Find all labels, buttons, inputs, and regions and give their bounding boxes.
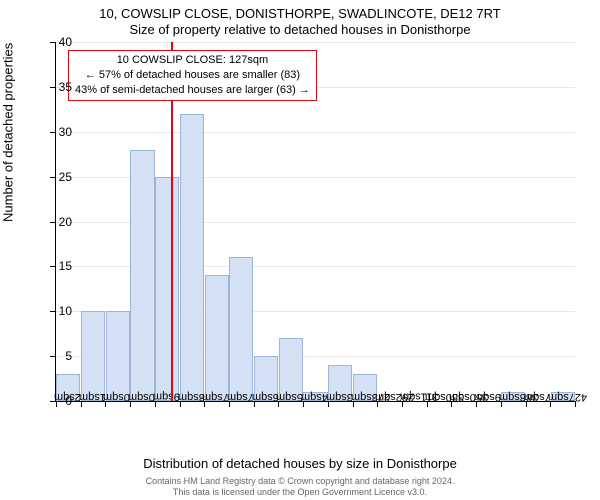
histogram-bar (229, 257, 253, 401)
footer-line-2: This data is licensed under the Open Gov… (0, 487, 600, 498)
property-size-chart: 10, COWSLIP CLOSE, DONISTHORPE, SWADLINC… (0, 0, 600, 500)
callout-line: ← 57% of detached houses are smaller (83… (75, 68, 310, 83)
y-tick-label: 35 (59, 80, 72, 94)
histogram-bar (130, 150, 154, 401)
y-tick (50, 42, 56, 43)
grid-line (56, 132, 575, 133)
y-axis-title: Number of detached properties (1, 43, 16, 222)
x-tick (575, 401, 576, 407)
grid-line (56, 42, 575, 43)
x-axis-title: Distribution of detached houses by size … (0, 456, 600, 471)
footer-line-1: Contains HM Land Registry data © Crown c… (0, 476, 600, 487)
chart-footer: Contains HM Land Registry data © Crown c… (0, 476, 600, 498)
histogram-bar (180, 114, 204, 401)
y-tick-label: 15 (59, 259, 72, 273)
y-tick (50, 356, 56, 357)
callout-line: 10 COWSLIP CLOSE: 127sqm (75, 53, 310, 68)
histogram-bar (155, 177, 179, 401)
histogram-bar (205, 275, 229, 401)
chart-title-main: 10, COWSLIP CLOSE, DONISTHORPE, SWADLINC… (0, 0, 600, 21)
y-tick-label: 30 (59, 125, 72, 139)
callout-line: 43% of semi-detached houses are larger (… (75, 83, 310, 98)
histogram-bar (81, 311, 105, 401)
callout-box: 10 COWSLIP CLOSE: 127sqm← 57% of detache… (68, 50, 317, 101)
plot-area: 42sqm61sqm80sqm100sqm119sqm138sqm157sqm1… (55, 42, 575, 402)
y-tick-label: 0 (65, 394, 72, 408)
y-tick (50, 311, 56, 312)
y-tick (50, 87, 56, 88)
y-tick-label: 25 (59, 170, 72, 184)
y-tick-label: 20 (59, 215, 72, 229)
y-tick-label: 5 (65, 349, 72, 363)
y-tick (50, 266, 56, 267)
histogram-bar (106, 311, 130, 401)
y-tick (50, 132, 56, 133)
y-tick-label: 10 (59, 304, 72, 318)
y-tick (50, 177, 56, 178)
y-tick (50, 222, 56, 223)
y-tick-label: 40 (59, 35, 72, 49)
chart-title-sub: Size of property relative to detached ho… (0, 21, 600, 37)
